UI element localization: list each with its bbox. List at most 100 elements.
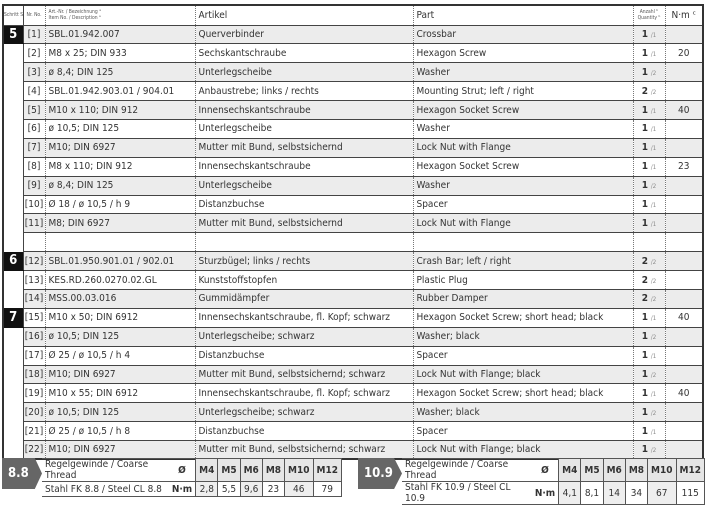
item-number: [14] — [22, 289, 45, 309]
torque-value — [664, 289, 703, 309]
quantity-value: 2 — [641, 293, 649, 305]
step-number — [3, 157, 24, 177]
artikel-de: Anbaustrebe; links / rechts — [194, 81, 413, 102]
item-number: [12] — [22, 251, 45, 272]
torque-value — [664, 213, 703, 234]
table-row: 5 [1] SBL.01.942.007 Querverbinder Cross… — [3, 25, 703, 45]
quantity-total: /1 — [650, 126, 657, 134]
quantity: 1 /1 — [632, 346, 665, 366]
quantity-total: /2 — [650, 69, 657, 77]
table-row: [20] ø 10,5; DIN 125 Unterlegscheibe; sc… — [3, 402, 703, 423]
thread-size: M4 — [195, 458, 219, 482]
quantity-total: /2 — [650, 296, 657, 304]
table-row: [5] M10 x 110; DIN 912 Innensechskantsch… — [3, 100, 703, 120]
quantity: 1 /1 — [632, 421, 665, 442]
quantity-value: 1 — [641, 387, 649, 399]
artikel-de: Mutter mit Bund, selbstsichernd; schwarz — [194, 365, 413, 385]
item-description: SBL.01.942.903.01 / 904.01 — [44, 81, 195, 102]
artnr-header-de: Art.-Nr. / Bezeichnung ᵃ — [48, 9, 101, 16]
nm-header: N·m ᶜ — [664, 5, 703, 26]
torque-table-8-8: 8.8 Regelgewinde / Coarse Thread Ø M4 M5 M6 M… — [2, 458, 343, 497]
grade-badge: 8.8 — [2, 458, 42, 489]
quantity-value: 1 — [641, 104, 649, 116]
torque-cell: 79 — [312, 481, 343, 497]
quantity: 1 /1 — [632, 195, 665, 215]
thread-size: M8 — [624, 458, 649, 482]
item-description: MSS.00.03.016 — [44, 289, 195, 309]
step-number — [3, 81, 24, 101]
torque-cell: 5,5 — [217, 481, 241, 497]
item-description: ø 10,5; DIN 125 — [44, 402, 195, 423]
thread-size: M5 — [580, 458, 604, 482]
quantity: 1 /1 — [632, 308, 665, 328]
item-number: [3] — [22, 62, 45, 83]
quantity: 1 /2 — [632, 62, 665, 83]
item-description: M8 x 25; DIN 933 — [44, 43, 195, 64]
part-en: Spacer — [412, 421, 633, 442]
thread-label: Regelgewinde / Coarse Thread — [42, 458, 169, 482]
part-en: Hexagon Socket Screw; short head; black — [412, 308, 633, 328]
table-row: [10] Ø 18 / ø 10,5 / h 9 Distanzbuchse S… — [3, 195, 703, 215]
part-en: Hexagon Socket Screw; short head; black — [412, 383, 633, 404]
table-row — [3, 232, 703, 253]
part-en: Rubber Damper — [412, 289, 633, 309]
artikel-de: Sechskantschraube — [194, 43, 413, 64]
torque-cell: 9,6 — [239, 481, 263, 497]
quantity-value: 2 — [641, 85, 649, 97]
quantity-value: 1 — [641, 444, 649, 456]
diameter-symbol: Ø — [168, 458, 197, 482]
step-number — [3, 62, 24, 82]
torque-value: 23 — [664, 157, 703, 177]
quantity-total: /2 — [650, 258, 657, 266]
item-number: [20] — [22, 402, 45, 423]
artikel-de: Querverbinder — [194, 25, 413, 45]
item-description: M10; DIN 6927 — [44, 365, 195, 385]
artikel-de: Innensechskantschraube — [194, 100, 413, 120]
quantity: 1 /1 — [632, 100, 665, 120]
quantity-total: /1 — [650, 50, 657, 58]
unit-label: N·m — [168, 481, 197, 497]
thread-size: M6 — [239, 458, 263, 482]
part-en: Crossbar — [412, 25, 633, 45]
quantity: 1 /1 — [632, 213, 665, 234]
grade-badge: 10.9 — [358, 458, 402, 489]
artikel-de: Distanzbuchse — [194, 195, 413, 215]
qty-header-en: Quantity ᵇ — [637, 15, 661, 22]
item-number: [16] — [22, 327, 45, 347]
artnr-header: Art.-Nr. / Bezeichnung ᵃ Item No. / Descr… — [44, 5, 195, 26]
quantity-total: /1 — [650, 390, 657, 398]
table-row: [2] M8 x 25; DIN 933 Sechskantschraube H… — [3, 43, 703, 64]
table-row: [3] ø 8,4; DIN 125 Unterlegscheibe Washe… — [3, 62, 703, 83]
step-number: 7 — [3, 308, 24, 328]
quantity: 1 /1 — [632, 43, 665, 64]
torque-value: 40 — [664, 383, 703, 404]
quantity-value: 1 — [641, 66, 649, 78]
item-number: [5] — [22, 100, 45, 120]
item-description: SBL.01.950.901.01 / 902.01 — [44, 251, 195, 272]
quantity: 1 /1 — [632, 119, 665, 139]
quantity: 2 /2 — [632, 270, 665, 290]
thread-size: M10 — [284, 458, 314, 482]
artikel-de: Unterlegscheibe; schwarz — [194, 327, 413, 347]
quantity-value: 1 — [641, 350, 649, 362]
thread-size: M12 — [675, 458, 705, 482]
torque-value — [664, 402, 703, 423]
step-number — [3, 383, 24, 403]
step-number: 6 — [3, 251, 24, 272]
step-number — [3, 176, 24, 196]
item-description — [44, 232, 195, 253]
torque-value — [664, 365, 703, 385]
quantity-value: 1 — [641, 142, 649, 154]
quantity: 2 /2 — [632, 251, 665, 272]
quantity-total: /2 — [650, 334, 657, 342]
quantity-total: /1 — [650, 31, 657, 39]
item-description: Ø 18 / ø 10,5 / h 9 — [44, 195, 195, 215]
step-number — [3, 213, 24, 233]
nr-header: Nr. No. — [22, 5, 45, 26]
step-number — [3, 119, 24, 139]
torque-table-10-9: 10.9 Regelgewinde / Coarse Thread Ø M4 M5 M6… — [358, 458, 705, 505]
part-en — [412, 232, 633, 253]
part-en: Washer — [412, 119, 633, 139]
quantity: 1 /2 — [632, 440, 665, 460]
thread-label: Regelgewinde / Coarse Thread — [402, 458, 532, 482]
